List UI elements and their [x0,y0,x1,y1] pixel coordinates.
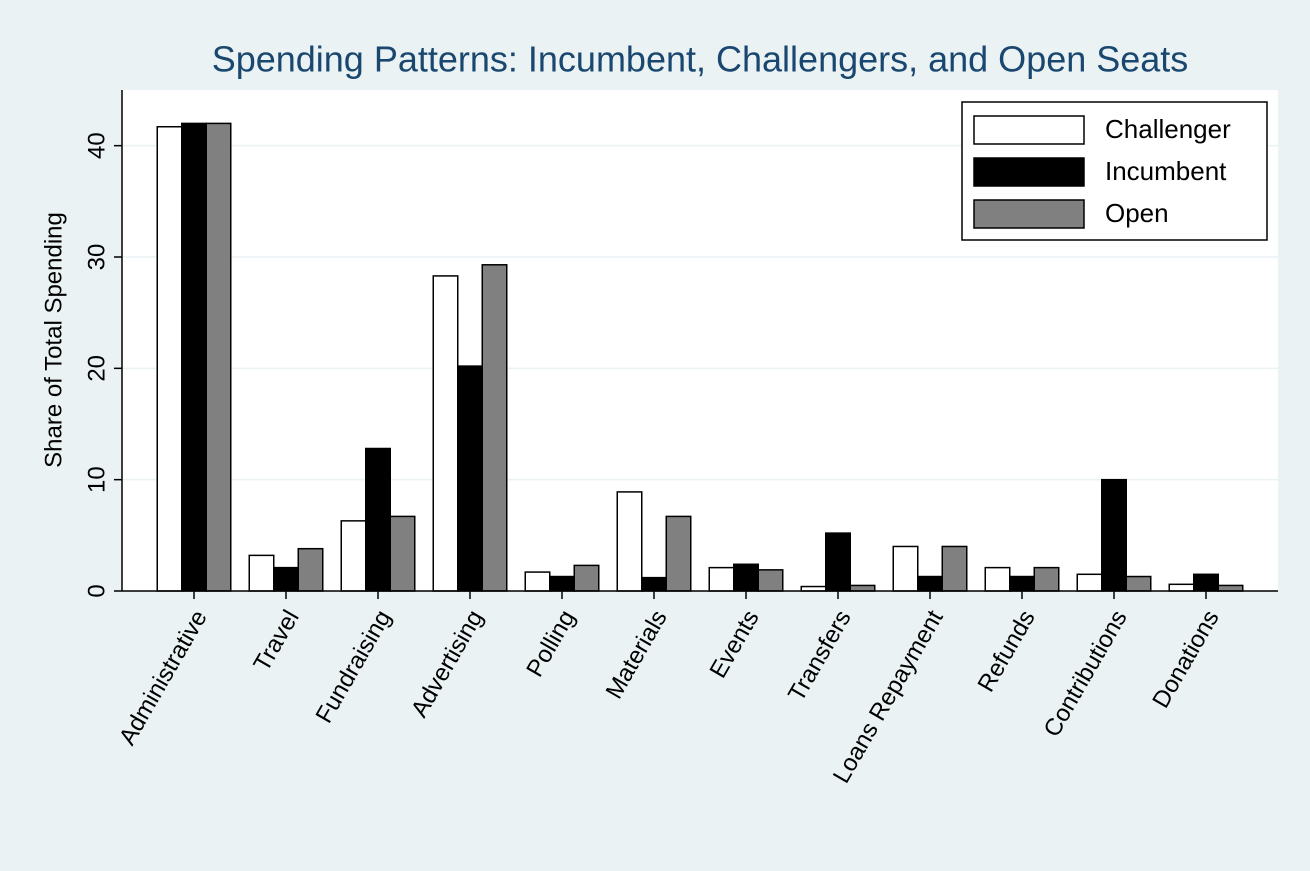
bar [389,515,416,592]
bar [205,122,232,592]
legend-swatch [973,199,1085,229]
bar [941,545,968,592]
bar [757,569,784,592]
bar [524,571,551,592]
bar [1125,575,1152,592]
bar [273,566,299,592]
bar [984,566,1011,592]
legend-label: Challenger [1105,114,1231,144]
y-tick-label: 30 [83,244,110,271]
legend-swatch [973,157,1085,187]
y-tick-label: 20 [83,355,110,382]
bar [457,365,483,592]
bar [340,520,367,592]
bar [708,566,735,592]
bar [481,264,508,592]
bar [917,575,943,592]
bar [733,563,759,592]
bar [1193,573,1219,592]
y-tick-label: 40 [83,132,110,159]
bar [892,545,919,592]
bar [432,275,459,592]
y-tick-label: 0 [83,584,110,597]
bar [549,575,575,592]
chart-title: Spending Patterns: Incumbent, Challenger… [212,39,1189,80]
bar [641,576,667,592]
bar [1033,566,1060,592]
legend-swatch [973,115,1085,145]
y-axis-title: Share of Total Spending [40,212,67,468]
bar [616,491,643,592]
bar [297,547,324,592]
bar [248,554,275,592]
bar [665,515,692,592]
bar [825,532,851,592]
bar [1076,573,1103,592]
bar [365,447,391,592]
bar [1168,583,1195,592]
bar [181,122,207,592]
bar [573,564,600,592]
bar [849,584,876,592]
bar [1101,478,1127,592]
y-tick-label: 10 [83,466,110,493]
bar [1009,575,1035,592]
bar [156,125,183,592]
bar [1217,584,1244,592]
legend-label: Open [1105,198,1169,228]
legend-label: Incumbent [1105,156,1227,186]
